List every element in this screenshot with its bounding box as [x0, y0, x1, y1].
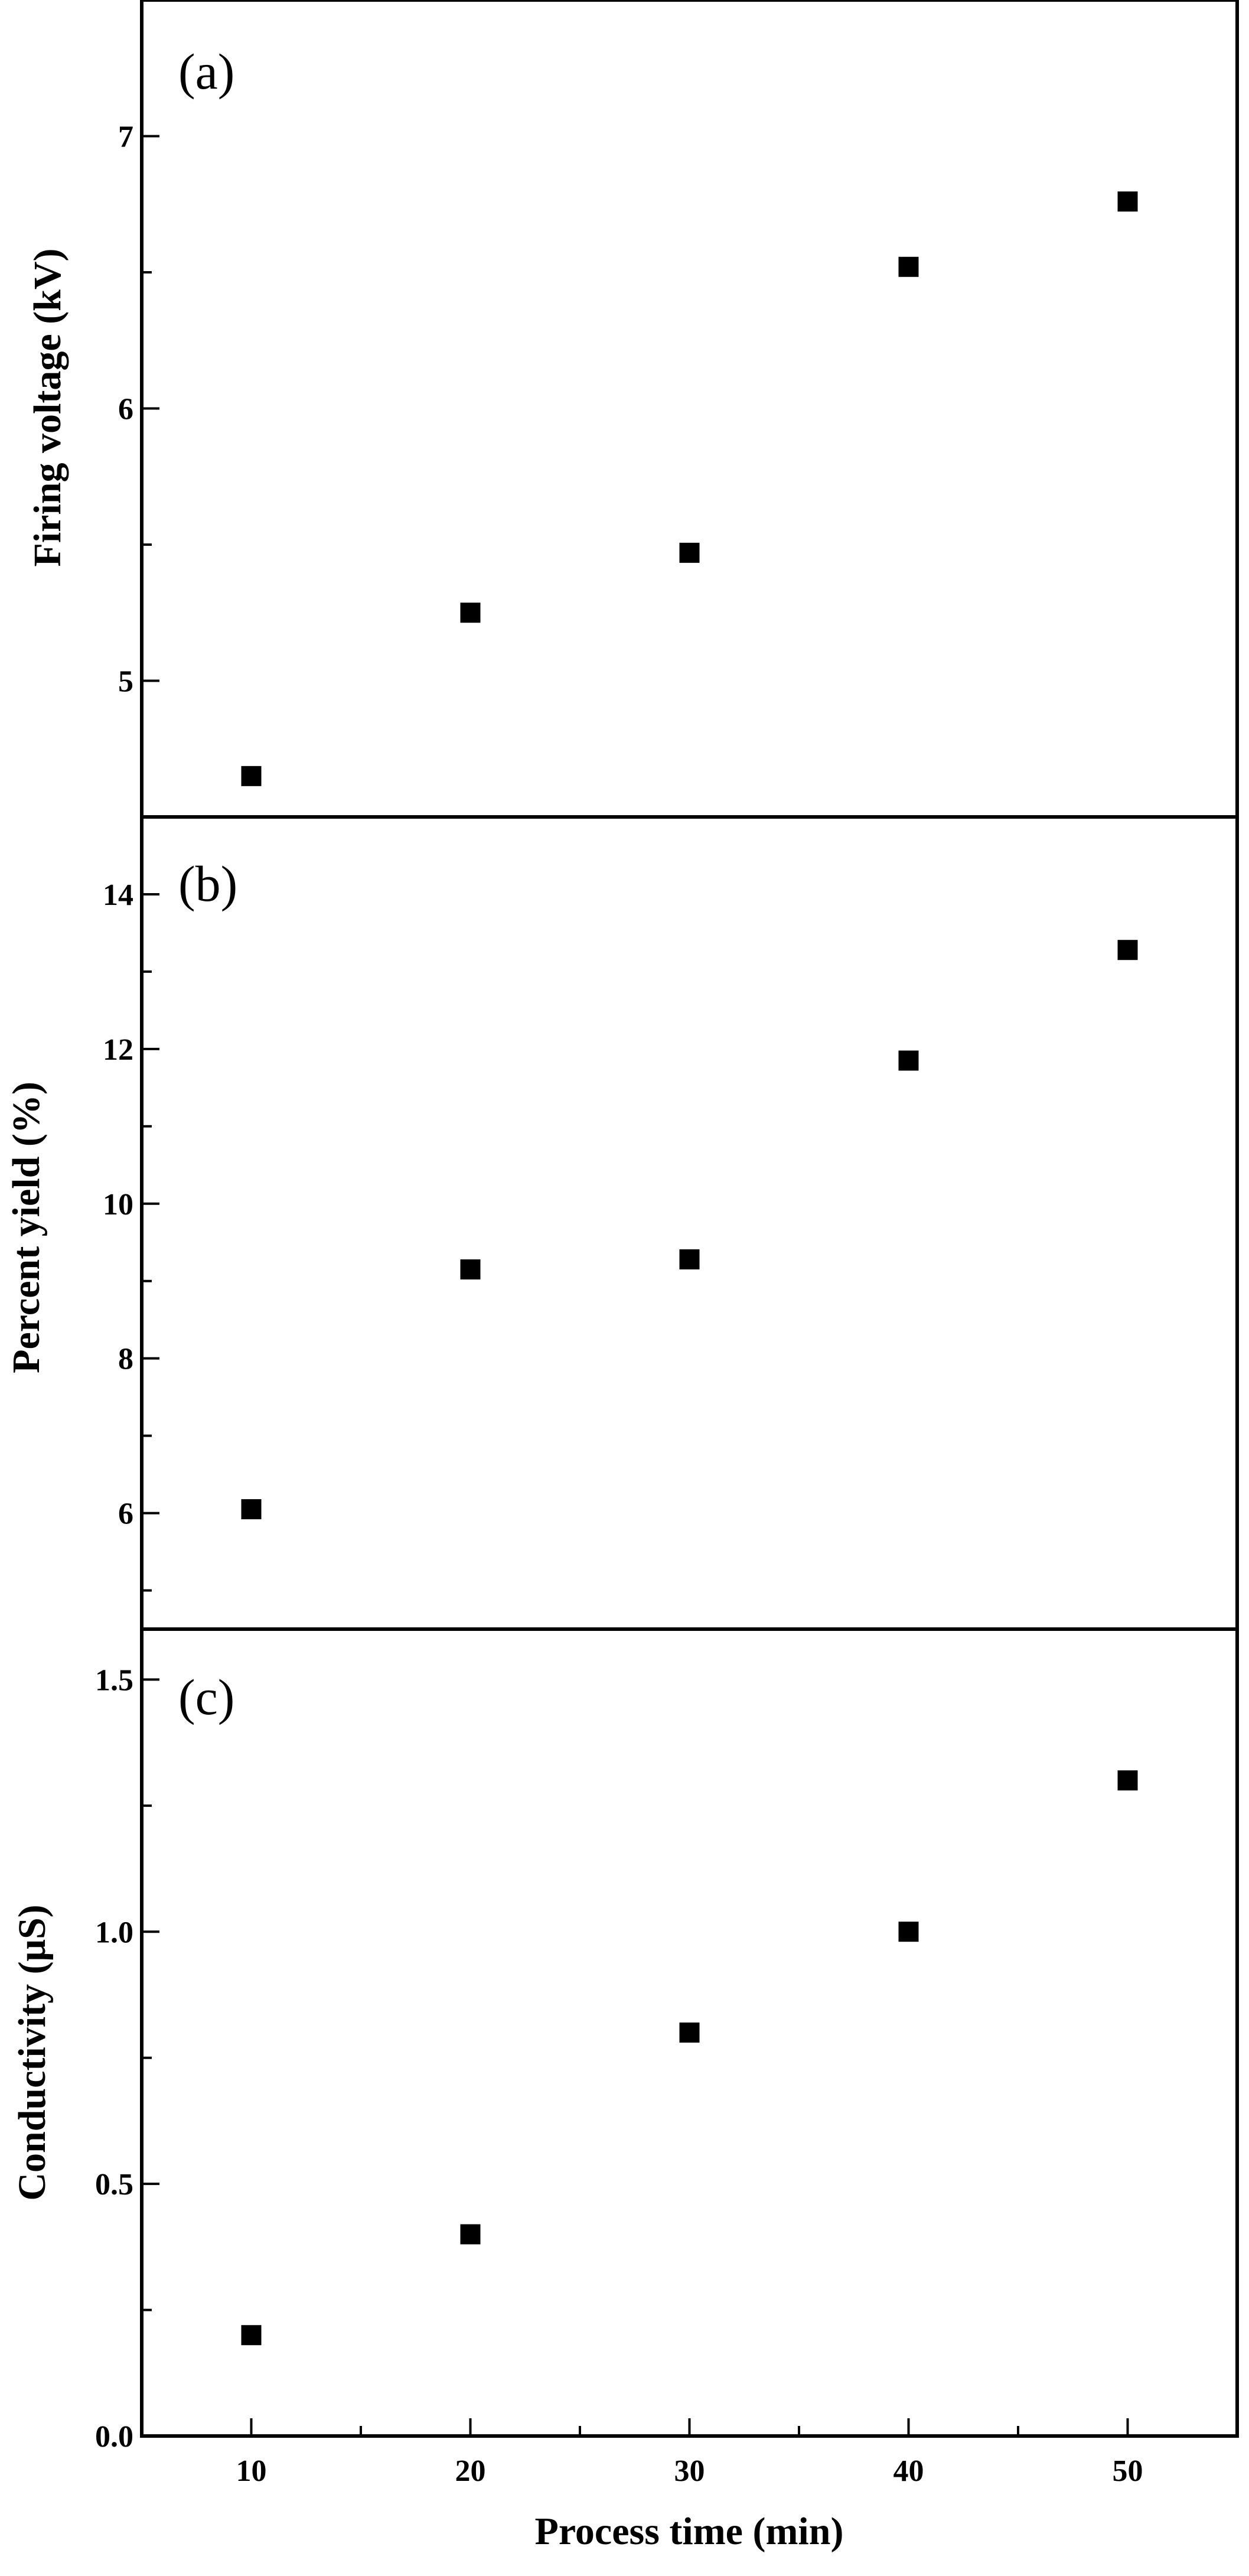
data-points-b: [241, 940, 1138, 1520]
data-point-c: [679, 2023, 700, 2043]
data-points-c: [241, 1770, 1138, 2346]
y-axis-title-c: Conductivity (μS): [11, 1904, 54, 2200]
plot-frame-a: [140, 0, 1239, 819]
data-point-c: [241, 2325, 262, 2346]
data-points-a: [241, 191, 1138, 786]
y-tick-label-c: 1.5: [95, 1663, 133, 1697]
data-point-c: [1117, 1770, 1138, 1791]
data-point-b: [460, 1259, 481, 1280]
y-tick-label-c: 0.5: [95, 2168, 133, 2202]
panel-label-c: (c): [178, 1669, 234, 1725]
x-tick-label: 50: [1113, 2454, 1143, 2488]
x-tick-label: 10: [236, 2454, 267, 2488]
y-axis-title-b: Percent yield (%): [5, 1082, 48, 1373]
data-point-a: [679, 542, 700, 563]
x-ticks-c: 10 20 30 40 50: [236, 2418, 1143, 2488]
data-point-a: [1117, 191, 1138, 212]
panel-a: 5 6 7 (a) Firing voltage (kV): [26, 0, 1239, 819]
y-tick-label-b: 8: [118, 1343, 133, 1376]
y-tick-label-b: 6: [118, 1497, 133, 1531]
y-tick-label-b: 10: [103, 1188, 133, 1222]
y-tick-label-b: 14: [103, 878, 133, 912]
panel-label-b: (b): [178, 855, 237, 912]
y-tick-label-b: 12: [103, 1033, 133, 1067]
panel-label-a: (a): [178, 43, 234, 100]
data-point-a: [460, 603, 481, 623]
data-point-c: [460, 2224, 481, 2245]
y-ticks-c: 0.0 0.5 1.0 1.5: [95, 1663, 159, 2454]
data-point-a: [241, 766, 262, 786]
x-tick-label: 30: [674, 2454, 705, 2488]
data-point-b: [1117, 940, 1138, 960]
panel-c: 0.0 0.5 1.0 1.5 10 20 30 40 50 (c) Conductivity…: [11, 1627, 1239, 2553]
x-axis-title: Process time (min): [535, 2510, 844, 2553]
y-ticks-b: 6 8 10 12 14: [103, 878, 159, 1592]
data-point-b: [679, 1249, 700, 1270]
data-point-b: [898, 1050, 919, 1071]
data-point-a: [898, 256, 919, 277]
y-tick-label-a: 5: [118, 665, 133, 699]
x-tick-label: 20: [455, 2454, 486, 2488]
y-tick-label-c: 0.0: [95, 2420, 133, 2454]
y-ticks-a: 5 6 7: [118, 121, 159, 699]
y-tick-label-c: 1.0: [95, 1916, 133, 1949]
y-axis-title-a: Firing voltage (kV): [26, 249, 69, 567]
y-tick-label-a: 7: [118, 121, 133, 154]
data-point-c: [898, 1922, 919, 1942]
y-tick-label-a: 6: [118, 393, 133, 426]
panel-b: 6 8 10 12 14 (b) Percent yield (%): [5, 815, 1239, 1631]
data-point-b: [241, 1499, 262, 1520]
x-tick-label: 40: [893, 2454, 924, 2488]
plot-frame-b: [140, 815, 1239, 1631]
